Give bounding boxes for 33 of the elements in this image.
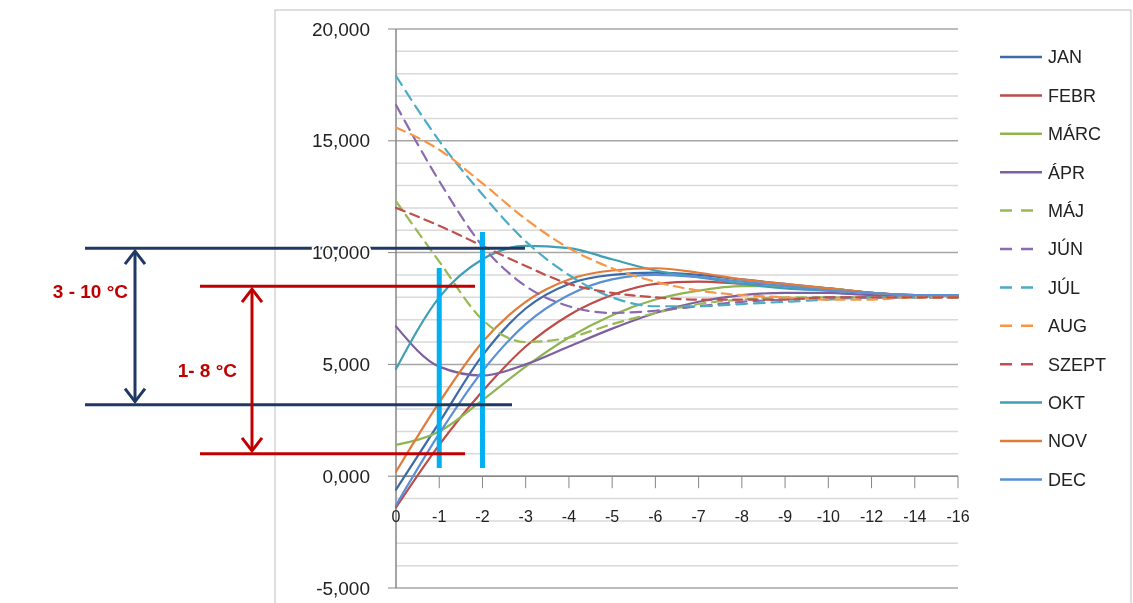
x-tick-label: -16 xyxy=(946,508,970,525)
legend-label: MÁJ xyxy=(1048,200,1084,221)
y-tick-label: 15,000 xyxy=(311,130,370,152)
legend-label: AUG xyxy=(1048,316,1088,337)
y-tick-label: 5,000 xyxy=(322,354,370,376)
legend-label: SZEPT xyxy=(1048,354,1107,375)
y-tick-label: -5,000 xyxy=(316,577,370,599)
y-tick-label: 0,000 xyxy=(322,465,370,487)
legend-label: FEBR xyxy=(1048,85,1097,106)
legend-label: JÚN xyxy=(1048,238,1083,260)
x-tick-label: -12 xyxy=(859,508,884,525)
y-tick-label: 20,000 xyxy=(311,18,370,40)
text: 3 - 10 °C xyxy=(52,281,129,303)
x-tick-label: -10 xyxy=(816,508,840,525)
x-tick-label: -14 xyxy=(903,508,927,525)
legend-label: OKT xyxy=(1048,392,1086,413)
x-tick-label: -9 xyxy=(777,508,793,525)
text: 1- 8 °C xyxy=(177,359,238,381)
x-tick-label: -1 xyxy=(432,508,447,525)
x-tick-label: -5 xyxy=(605,508,620,525)
legend-label: DEC xyxy=(1048,469,1087,490)
x-tick-label: 0 xyxy=(391,508,401,525)
x-tick-label: -4 xyxy=(561,508,577,525)
legend-label: JAN xyxy=(1048,47,1083,68)
x-tick-label: -3 xyxy=(518,508,533,525)
x-tick-label: -2 xyxy=(475,508,490,525)
x-tick-label: -8 xyxy=(734,508,750,525)
x-tick-label: -6 xyxy=(648,508,663,525)
legend-label: ÁPR xyxy=(1048,162,1086,183)
legend-label: MÁRC xyxy=(1048,124,1101,145)
legend-label: NOV xyxy=(1048,431,1088,452)
x-tick-label: -7 xyxy=(691,508,706,525)
legend-label: JÚL xyxy=(1048,276,1081,298)
